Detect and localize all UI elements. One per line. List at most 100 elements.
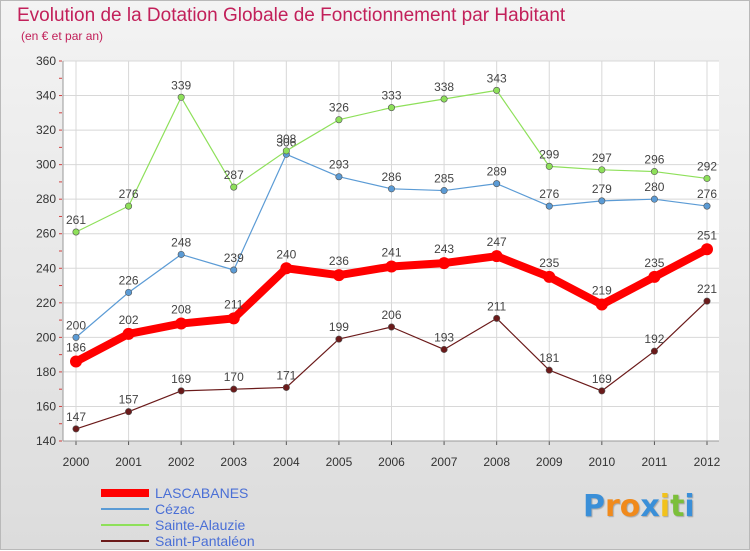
legend-swatch [101, 508, 149, 510]
data-point [545, 162, 553, 170]
y-tick-label: 360 [36, 54, 56, 68]
data-label: 286 [381, 170, 401, 184]
y-tick-label: 260 [36, 227, 56, 241]
y-tick-label: 300 [36, 158, 56, 172]
data-point [440, 95, 448, 103]
data-label: 211 [224, 297, 243, 311]
data-point [72, 333, 80, 341]
data-point [493, 180, 501, 188]
data-label: 236 [329, 254, 349, 268]
data-label: 170 [224, 370, 244, 384]
x-tick-label: 2005 [326, 455, 353, 469]
data-label: 297 [592, 151, 612, 165]
data-label: 240 [276, 247, 296, 261]
data-label: 192 [644, 332, 664, 346]
data-point [177, 387, 185, 395]
data-label: 186 [66, 341, 86, 355]
data-label: 206 [381, 308, 401, 322]
data-point [440, 345, 448, 353]
data-label: 247 [487, 235, 507, 249]
x-tick-label: 2002 [168, 455, 195, 469]
data-label: 276 [697, 187, 717, 201]
data-point [650, 195, 658, 203]
data-point [703, 174, 711, 182]
chart-title: Evolution de la Dotation Globale de Fonc… [17, 5, 566, 26]
data-label: 287 [224, 168, 244, 182]
data-point [122, 327, 135, 340]
data-point [648, 270, 661, 283]
legend-label: Saint-Pantaléon [155, 533, 255, 549]
data-point [387, 185, 395, 193]
y-tick-label: 180 [36, 365, 56, 379]
data-label: 147 [66, 410, 86, 424]
data-point [335, 116, 343, 124]
data-label: 243 [434, 242, 454, 256]
data-point [595, 298, 608, 311]
data-label: 308 [276, 132, 296, 146]
data-label: 293 [329, 158, 349, 172]
legend-label: Cézac [155, 501, 195, 517]
data-point [332, 269, 345, 282]
legend-item: Sainte-Alauzie [101, 517, 255, 533]
y-tick-label: 140 [36, 434, 56, 448]
data-label: 261 [66, 213, 86, 227]
data-point [545, 366, 553, 374]
data-point [335, 335, 343, 343]
data-label: 239 [224, 251, 244, 265]
y-tick-label: 280 [36, 192, 56, 206]
data-label: 280 [644, 180, 664, 194]
y-tick-label: 240 [36, 261, 56, 275]
data-label: 289 [487, 165, 507, 179]
data-point [282, 383, 290, 391]
legend-swatch [101, 540, 149, 542]
data-label: 235 [644, 256, 664, 270]
data-label: 292 [697, 159, 717, 173]
data-point [335, 173, 343, 181]
data-label: 241 [381, 246, 401, 260]
data-label: 276 [539, 187, 559, 201]
data-label: 285 [434, 172, 454, 186]
proxiti-logo: Proxiti [583, 489, 695, 524]
data-label: 338 [434, 80, 454, 94]
data-point [70, 355, 82, 368]
data-label: 200 [66, 318, 86, 332]
data-point [490, 250, 503, 263]
data-point [72, 228, 80, 236]
y-tick-label: 160 [36, 399, 56, 413]
data-point [230, 183, 238, 191]
x-tick-label: 2006 [378, 455, 405, 469]
legend-label: Sainte-Alauzie [155, 517, 246, 533]
x-tick-label: 2009 [536, 455, 563, 469]
data-label: 299 [539, 147, 559, 161]
data-point [175, 317, 188, 330]
chart-subtitle: (en € et par an) [21, 29, 104, 43]
y-tick-label: 200 [36, 330, 56, 344]
data-label: 208 [171, 303, 191, 317]
data-point [598, 197, 606, 205]
data-point [385, 260, 398, 273]
data-label: 235 [539, 256, 559, 270]
data-point [598, 387, 606, 395]
x-tick-label: 2012 [694, 455, 721, 469]
legend-item: Saint-Pantaléon [101, 533, 255, 549]
data-point [545, 202, 553, 210]
data-point [598, 166, 606, 174]
data-point [543, 270, 556, 283]
data-point [177, 250, 185, 258]
x-tick-label: 2003 [220, 455, 247, 469]
legend-item: LASCABANES [101, 485, 255, 501]
x-tick-label: 2001 [115, 455, 142, 469]
data-label: 169 [171, 372, 191, 386]
x-tick-label: 2010 [588, 455, 615, 469]
data-point [650, 168, 658, 176]
x-tick-label: 2000 [63, 455, 90, 469]
data-point [227, 312, 240, 325]
data-label: 276 [119, 187, 139, 201]
data-label: 202 [119, 313, 139, 327]
legend-swatch [101, 489, 149, 497]
legend-label: LASCABANES [155, 485, 249, 501]
data-point [701, 243, 713, 256]
data-point [440, 187, 448, 195]
data-label: 211 [487, 299, 506, 313]
